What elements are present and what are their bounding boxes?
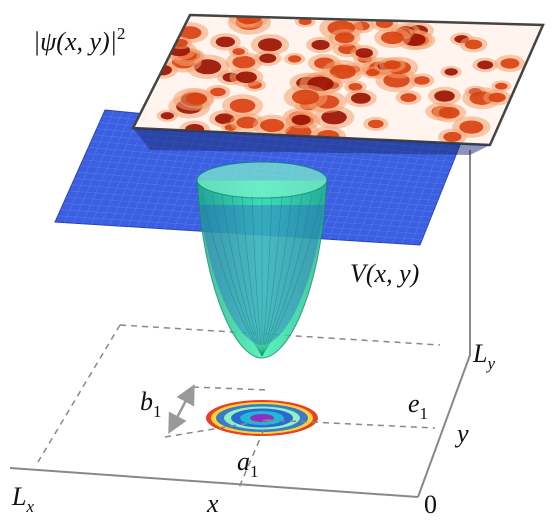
blob	[434, 90, 455, 102]
blob	[500, 58, 520, 69]
blob	[380, 31, 404, 45]
well-line	[241, 195, 263, 357]
well-line	[231, 195, 263, 357]
a1-label: a1	[237, 447, 259, 481]
blob	[298, 17, 312, 26]
blob	[185, 92, 208, 105]
b1-label: b1	[140, 387, 162, 421]
blob	[365, 68, 380, 77]
well-line	[261, 194, 313, 357]
blob	[232, 55, 256, 69]
blob	[348, 83, 363, 91]
blob	[438, 107, 460, 119]
blob	[459, 120, 484, 134]
psi-label: |ψ(x, y)|2	[33, 24, 125, 56]
well-line	[261, 195, 283, 357]
x-axis	[9, 467, 419, 498]
e1-label: e1	[408, 389, 428, 423]
blob	[329, 64, 356, 79]
well-line	[221, 194, 263, 357]
blob	[291, 114, 311, 126]
well-line	[261, 193, 323, 357]
y-label: y	[454, 419, 469, 448]
guide	[192, 386, 269, 391]
dashed-edge	[119, 324, 441, 346]
base-plane	[9, 150, 471, 498]
blob	[311, 39, 330, 50]
blob	[236, 116, 258, 129]
well-line	[201, 193, 263, 357]
blob	[291, 89, 320, 105]
potential-label: V(x, y)	[350, 259, 419, 288]
blob	[160, 112, 174, 120]
blob	[260, 118, 285, 133]
blob	[350, 92, 371, 104]
guide	[237, 419, 269, 491]
guides	[164, 386, 436, 491]
blob	[235, 71, 257, 84]
well-line	[261, 195, 293, 357]
y-axis	[417, 354, 471, 498]
ring-pattern	[206, 400, 318, 436]
blob	[367, 119, 384, 129]
ly-label: Ly	[472, 339, 495, 373]
blob	[355, 48, 373, 58]
blob	[214, 113, 235, 125]
well-line	[211, 194, 263, 357]
origin-label: 0	[424, 490, 437, 519]
well-line	[251, 196, 263, 357]
blob	[334, 32, 355, 44]
blob	[232, 48, 245, 56]
plane-shadow	[133, 128, 490, 155]
well-rim	[196, 161, 328, 199]
density-blobs	[146, 15, 526, 145]
blob	[215, 36, 235, 48]
guide	[267, 419, 436, 429]
blob	[259, 53, 277, 64]
b1-arrow	[168, 384, 195, 434]
blob	[229, 98, 256, 113]
blob	[488, 92, 506, 103]
blob	[477, 60, 494, 70]
x-label: x	[206, 489, 219, 518]
lx-label: Lx	[11, 482, 34, 516]
blob	[495, 82, 508, 90]
blob	[321, 110, 347, 125]
well-line	[261, 196, 273, 357]
blob	[383, 60, 401, 70]
blob	[400, 93, 417, 103]
well-line	[261, 194, 303, 357]
blob	[443, 131, 462, 142]
blob	[444, 68, 458, 76]
blob	[414, 76, 430, 85]
density-plane	[131, 13, 545, 155]
blob	[288, 55, 302, 63]
dashed-edge	[37, 324, 121, 463]
blob	[464, 39, 483, 50]
blob	[258, 38, 282, 52]
blob	[210, 87, 226, 97]
well-grid	[201, 193, 323, 357]
